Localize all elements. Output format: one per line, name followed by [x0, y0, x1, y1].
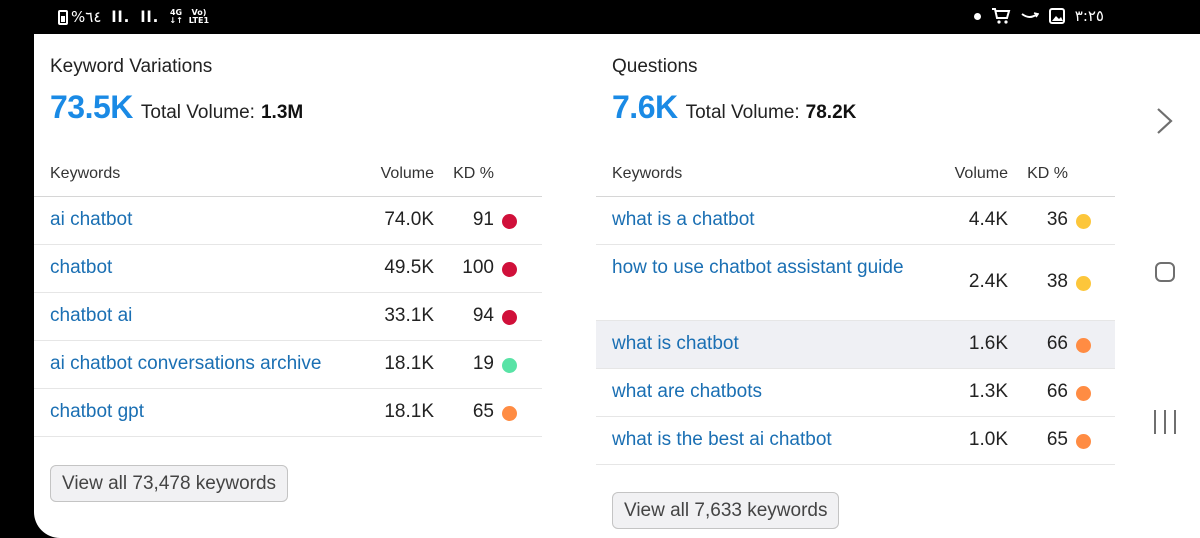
volume-value: 49.5K — [384, 257, 434, 278]
volume-value: 1.3K — [968, 381, 1008, 402]
network-type-icon: 4G ↓↑ — [169, 8, 183, 25]
table-row: how to use chatbot assistant guide 2.4K 38 — [596, 245, 1115, 321]
clock-time: ٣:٢٥ — [1074, 7, 1104, 25]
keyword-link[interactable]: chatbot — [50, 257, 113, 278]
questions-table: Keywords Volume KD % what is a chatbot 4.… — [596, 156, 1115, 465]
question-count: 7.6K — [612, 89, 678, 125]
volume-value: 18.1K — [384, 353, 434, 374]
status-left: %٦٤ ll. ll. 4G ↓↑ Vo) LTE1 — [58, 8, 209, 26]
battery-text: %٦٤ — [71, 8, 102, 26]
column-header-kd[interactable]: KD % — [1027, 165, 1068, 182]
table-row: what is the best ai chatbot 1.0K 65 — [596, 417, 1115, 465]
kd-value: 38 — [1046, 271, 1068, 292]
battery-indicator: %٦٤ — [58, 8, 101, 26]
volume-value: 74.0K — [384, 209, 434, 230]
kd-value: 94 — [472, 305, 494, 326]
column-header-volume[interactable]: Volume — [954, 165, 1008, 182]
signal-icon-2: ll. — [140, 8, 160, 26]
status-right: ٣:٢٥ — [973, 7, 1104, 25]
column-header-keywords[interactable]: Keywords — [612, 165, 683, 182]
table-row: chatbot ai 33.1K 94 — [34, 293, 542, 341]
cart-icon — [991, 8, 1011, 24]
kd-value: 66 — [1046, 381, 1068, 402]
table-body: ai chatbot 74.0K 91 chatbot 49.5K 100 chatbot … — [34, 197, 542, 437]
view-all-keywords-button[interactable]: View all 73,478 keywords — [50, 465, 289, 502]
panel-title: Questions — [612, 56, 698, 77]
volume-value: 1.6K — [968, 333, 1008, 354]
gallery-icon — [1048, 8, 1065, 24]
kd-difficulty-dot-icon — [1076, 434, 1091, 449]
table-row: what is chatbot 1.6K 66 — [596, 321, 1115, 369]
keyword-link[interactable]: ai chatbot conversations archive — [50, 353, 322, 374]
column-header-volume[interactable]: Volume — [380, 165, 434, 182]
amazon-smile-icon — [1021, 12, 1039, 18]
notification-dot-icon — [973, 12, 981, 20]
table-header: Keywords Volume KD % — [34, 156, 542, 197]
keyword-link[interactable]: chatbot ai — [50, 305, 133, 326]
total-volume-value: 1.3M — [260, 102, 304, 123]
kd-difficulty-dot-icon — [502, 310, 517, 325]
battery-icon — [58, 9, 68, 25]
kd-difficulty-dot-icon — [502, 406, 517, 421]
keyword-link[interactable]: what is a chatbot — [612, 209, 755, 230]
kd-value: 65 — [472, 401, 494, 422]
keyword-link[interactable]: ai chatbot — [50, 209, 133, 230]
volume-value: 33.1K — [384, 305, 434, 326]
total-volume-label: Total Volume: — [140, 102, 255, 123]
home-button-icon[interactable] — [1155, 262, 1175, 282]
panel-title: Keyword Variations — [50, 56, 213, 77]
keywords-table: Keywords Volume KD % ai chatbot 74.0K 91 ch… — [34, 156, 542, 437]
table-body: what is a chatbot 4.4K 36 how to use chatbo… — [596, 197, 1115, 465]
table-row: what is a chatbot 4.4K 36 — [596, 197, 1115, 245]
volume-value: 4.4K — [968, 209, 1008, 230]
volume-value: 18.1K — [384, 401, 434, 422]
total-volume-label: Total Volume: — [685, 102, 800, 123]
summary-headline: 73.5K Total Volume: 1.3M — [50, 89, 303, 126]
keyword-link[interactable]: chatbot gpt — [50, 401, 145, 422]
kd-difficulty-dot-icon — [502, 262, 517, 277]
chevron-right-icon[interactable] — [1151, 106, 1179, 136]
keyword-link[interactable]: what are chatbots — [612, 381, 762, 402]
keyword-link[interactable]: what is the best ai chatbot — [612, 429, 832, 450]
total-volume-value: 78.2K — [805, 102, 857, 123]
status-bar: %٦٤ ll. ll. 4G ↓↑ Vo) LTE1 ٣:٢٥ — [0, 0, 1200, 34]
kd-value: 19 — [472, 353, 494, 374]
kd-value: 36 — [1046, 209, 1068, 230]
volume-value: 2.4K — [968, 271, 1008, 292]
keyword-count: 73.5K — [50, 89, 133, 125]
keyword-research-page: Keyword Variations 73.5K Total Volume: 1… — [34, 34, 1133, 538]
kd-value: 66 — [1046, 333, 1068, 354]
summary-headline: 7.6K Total Volume: 78.2K — [612, 89, 856, 126]
kd-difficulty-dot-icon — [502, 358, 517, 373]
table-row: ai chatbot conversations archive 18.1K 19 — [34, 341, 542, 389]
column-header-kd[interactable]: KD % — [453, 165, 494, 182]
table-header: Keywords Volume KD % — [596, 156, 1115, 197]
view-all-questions-button[interactable]: View all 7,633 keywords — [612, 492, 840, 529]
kd-difficulty-dot-icon — [1076, 276, 1091, 291]
kd-difficulty-dot-icon — [1076, 386, 1091, 401]
volume-value: 1.0K — [968, 429, 1008, 450]
keyword-link[interactable]: what is chatbot — [612, 333, 739, 354]
signal-icon: ll. — [111, 8, 131, 26]
keyword-link[interactable]: how to use chatbot assistant guide — [612, 257, 904, 278]
kd-difficulty-dot-icon — [502, 214, 517, 229]
table-row: ai chatbot 74.0K 91 — [34, 197, 542, 245]
kd-difficulty-dot-icon — [1076, 338, 1091, 353]
kd-value: 100 — [462, 257, 494, 278]
kd-value: 91 — [472, 209, 494, 230]
kd-difficulty-dot-icon — [1076, 214, 1091, 229]
volte-icon: Vo) LTE1 — [188, 8, 210, 25]
table-row: what are chatbots 1.3K 66 — [596, 369, 1115, 417]
kd-value: 65 — [1046, 429, 1068, 450]
table-row: chatbot gpt 18.1K 65 — [34, 389, 542, 437]
table-row: chatbot 49.5K 100 — [34, 245, 542, 293]
column-header-keywords[interactable]: Keywords — [50, 165, 121, 182]
recents-button-icon[interactable] — [1154, 410, 1176, 434]
